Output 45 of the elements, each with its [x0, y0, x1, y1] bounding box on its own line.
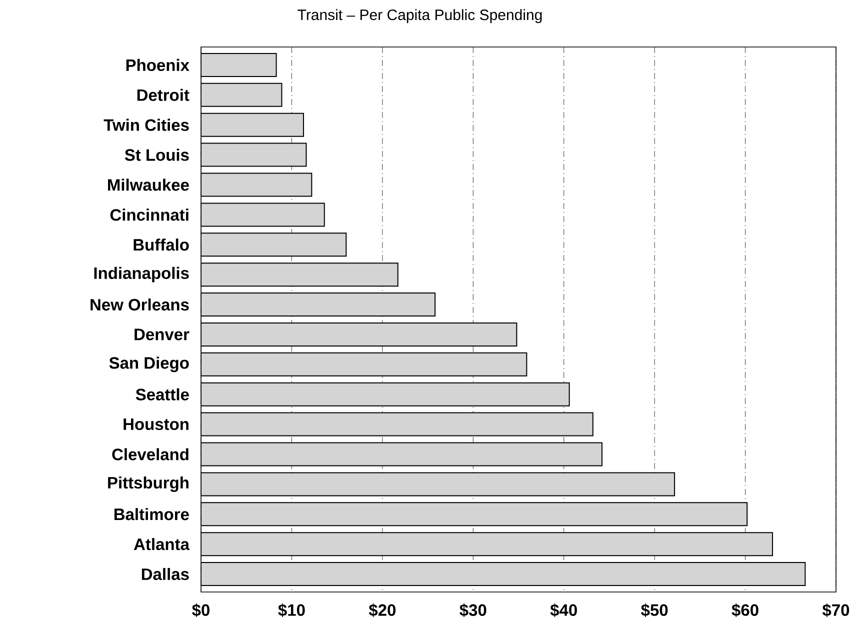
bar: [201, 82, 282, 107]
bar: [201, 382, 570, 406]
x-tick-label: $50: [641, 603, 668, 617]
y-tick-label: Detroit: [137, 88, 190, 101]
x-tick-label: $60: [732, 603, 758, 617]
bar: [201, 232, 347, 256]
y-tick-label: Houston: [124, 418, 188, 430]
y-tick-label: Cincinnati: [110, 208, 188, 221]
x-tick-label: $30: [460, 603, 486, 617]
y-tick-label: Twin Cities: [104, 118, 189, 131]
y-tick-label: St Louis: [124, 148, 189, 161]
x-tick-label: $20: [368, 603, 396, 617]
x-tick-label: $0: [192, 603, 210, 617]
bar: [201, 142, 307, 167]
y-tick-label: Buffalo: [134, 238, 189, 251]
y-tick-label: San Diego: [109, 356, 189, 372]
y-tick-label: Phoenix: [126, 58, 190, 71]
x-tick-label: $10: [278, 603, 305, 617]
bar: [201, 352, 528, 376]
bar: [201, 502, 748, 526]
bar: [201, 472, 676, 496]
y-tick-label: Seattle: [136, 388, 189, 400]
x-tick-label: $40: [550, 603, 577, 617]
bar: [201, 412, 594, 436]
y-tick-label: Denver: [134, 328, 190, 340]
bar: [201, 442, 602, 466]
bar: [201, 262, 398, 286]
y-tick-label: Atlanta: [134, 538, 190, 550]
chart-title: Transit – Per Capita Public Spending: [298, 8, 542, 23]
bar: [201, 562, 806, 586]
y-tick-label: Pittsburgh: [108, 476, 188, 492]
y-tick-label: Cleveland: [112, 448, 188, 460]
bar: [201, 172, 312, 197]
y-tick-label: Baltimore: [114, 508, 189, 520]
y-tick-label: Milwaukee: [108, 178, 189, 191]
bar: [201, 202, 325, 227]
bar: [201, 52, 277, 77]
x-tick-label: $70: [822, 603, 850, 617]
y-tick-label: Dallas: [142, 568, 189, 580]
bar: [201, 322, 518, 346]
bar: [201, 292, 436, 316]
bar: [201, 112, 304, 137]
y-tick-label: Indianapolis: [94, 266, 189, 282]
bar: [201, 532, 773, 556]
y-tick-label: New Orleans: [90, 298, 189, 310]
